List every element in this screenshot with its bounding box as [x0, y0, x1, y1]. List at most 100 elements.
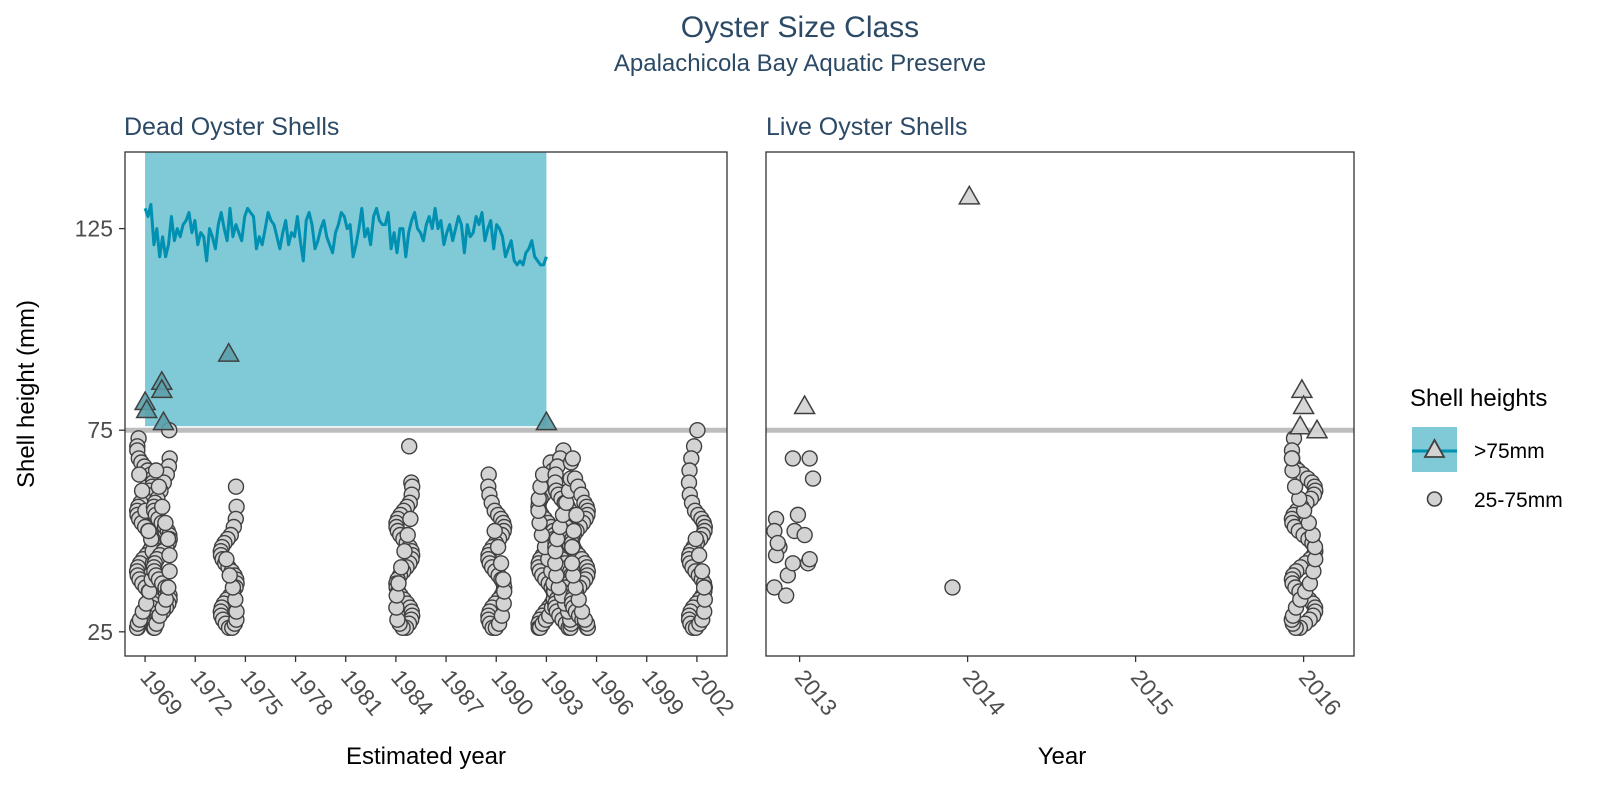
data-point	[160, 579, 177, 596]
data-triangle	[1290, 378, 1314, 399]
data-point	[689, 422, 706, 439]
y-tick-label: 25	[87, 619, 113, 645]
chart-subtitle: Apalachicola Bay Aquatic Preserve	[614, 50, 986, 77]
panel-title-live: Live Oyster Shells	[766, 113, 967, 141]
data-point	[495, 571, 512, 588]
data-point	[690, 547, 708, 564]
data-triangle	[217, 342, 240, 362]
data-point	[396, 543, 413, 560]
data-point	[153, 498, 171, 515]
panel-live-oyster-shells: Live Oyster Shells Year 2013 2014 2015 2016	[765, 113, 1355, 770]
legend-title: Shell heights	[1410, 385, 1547, 412]
legend-label-25-75: 25-75mm	[1474, 489, 1563, 512]
data-triangle	[793, 394, 816, 415]
data-point	[693, 563, 711, 580]
data-triangle	[1305, 418, 1329, 439]
x-tick-label: 2014	[958, 665, 1011, 721]
y-tick-label: 125	[75, 216, 113, 242]
data-point	[1283, 450, 1301, 467]
x-tick-label: 1969	[135, 665, 188, 721]
data-point	[784, 555, 802, 572]
data-point	[784, 450, 802, 467]
data-point	[402, 510, 419, 528]
data-point	[801, 450, 818, 467]
series-line	[143, 202, 548, 267]
data-point	[492, 555, 510, 572]
x-tick-label: 1981	[336, 665, 389, 721]
data-triangle	[152, 410, 175, 431]
data-point	[150, 478, 168, 495]
data-point	[804, 470, 822, 487]
data-triangle	[1292, 394, 1315, 415]
y-axis-title: Shell height (mm)	[13, 300, 40, 488]
data-point	[227, 478, 245, 495]
x-tick-label: 1999	[637, 665, 690, 721]
legend-label-over-75: >75mm	[1474, 440, 1545, 463]
data-point	[687, 530, 704, 548]
x-tick-label: 1978	[286, 665, 339, 721]
x-tick-label: 1975	[236, 665, 289, 721]
data-point	[159, 530, 177, 548]
data-point	[1286, 478, 1304, 495]
plot-area	[766, 184, 1354, 636]
x-tick-label: 1996	[587, 665, 640, 721]
data-point	[796, 526, 813, 544]
data-point	[486, 522, 503, 540]
data-point	[161, 547, 178, 564]
data-point	[157, 514, 174, 532]
data-point	[568, 506, 585, 524]
data-point	[131, 466, 148, 483]
panel-dead-oyster-shells: Dead Oyster Shells Estimated year 25 75 12…	[75, 113, 740, 770]
legend: Shell heights >75mm 25-75mm	[1410, 385, 1563, 512]
x-tick-label: 2015	[1126, 665, 1179, 721]
chart-title: Oyster Size Class	[681, 11, 919, 44]
x-axis-title-live: Year	[1038, 743, 1087, 770]
x-tick-label: 2002	[687, 665, 740, 721]
data-triangle	[958, 184, 981, 205]
data-point	[769, 534, 786, 552]
x-tick-label: 1972	[185, 665, 238, 721]
data-point	[401, 438, 418, 455]
data-point	[140, 522, 157, 540]
data-point	[695, 579, 713, 596]
x-tick-label: 1984	[386, 665, 439, 721]
data-point	[944, 579, 961, 596]
panel-title-dead: Dead Oyster Shells	[124, 113, 339, 141]
data-point	[218, 551, 235, 568]
x-axis-title-dead: Estimated year	[346, 743, 506, 770]
data-point	[766, 579, 783, 596]
legend-triangle-icon	[1423, 438, 1446, 458]
shaded-band	[145, 152, 547, 427]
data-point	[161, 563, 178, 580]
data-point	[133, 482, 151, 499]
data-point	[564, 538, 581, 556]
data-point	[221, 567, 238, 584]
data-point	[390, 575, 407, 592]
data-point	[563, 555, 581, 572]
plot-area	[125, 152, 727, 636]
data-triangle	[535, 410, 558, 431]
data-point	[801, 551, 818, 568]
data-point	[489, 538, 507, 556]
legend-circle-icon	[1426, 491, 1443, 507]
y-tick-label: 75	[87, 417, 113, 443]
panel-border	[765, 151, 1355, 657]
x-tick-label: 1987	[436, 665, 489, 721]
x-tick-label: 1993	[537, 665, 590, 721]
data-triangle	[1288, 414, 1312, 435]
data-point	[777, 587, 795, 604]
data-point	[399, 526, 416, 544]
x-tick-label: 1990	[486, 665, 539, 721]
data-point	[789, 506, 807, 524]
data-point	[564, 450, 581, 467]
data-triangle	[150, 378, 174, 399]
x-tick-label: 2016	[1294, 665, 1347, 721]
data-point	[565, 522, 582, 540]
x-tick-label: 2013	[790, 665, 843, 721]
panel-border	[124, 151, 728, 657]
data-point	[147, 462, 165, 479]
data-point	[393, 559, 410, 576]
legend-key-over-75	[1412, 427, 1457, 472]
data-triangle	[135, 398, 158, 419]
